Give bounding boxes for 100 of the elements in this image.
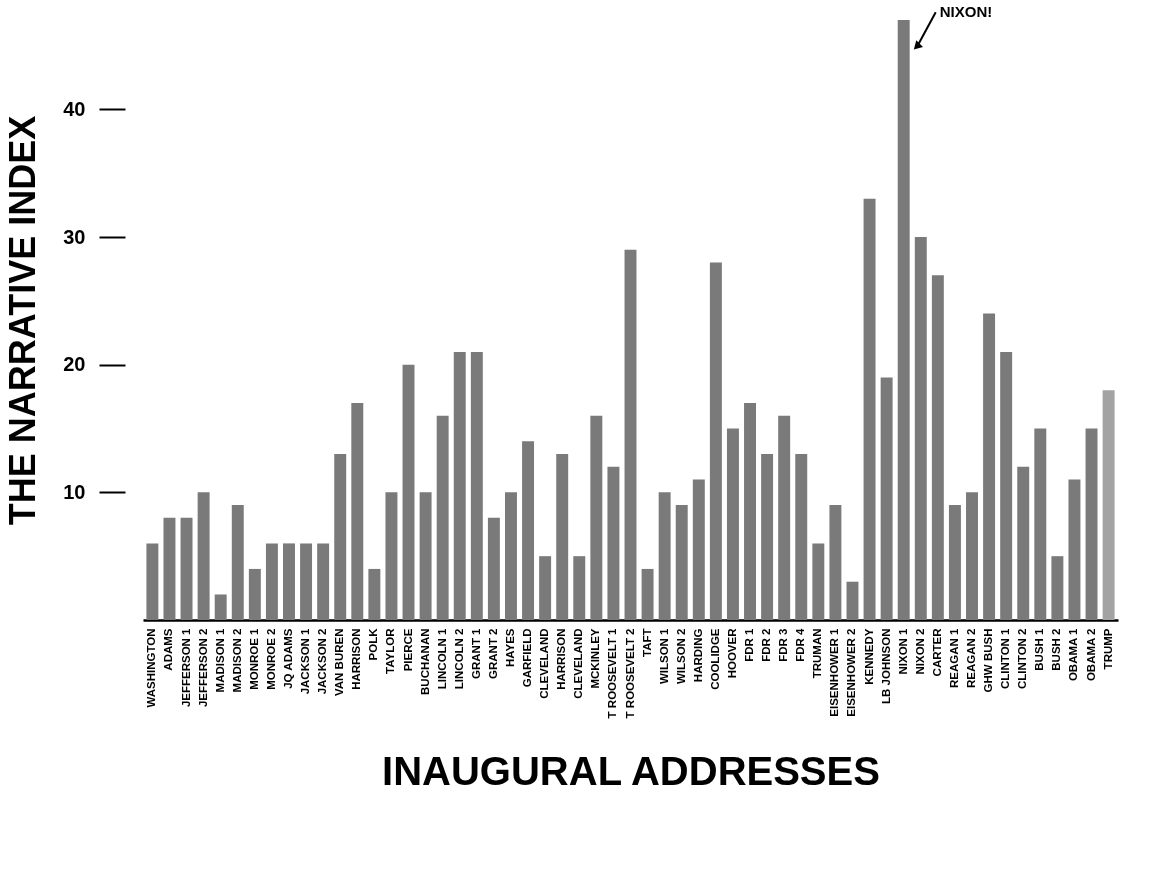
- x-tick-label: MCKINLEY: [589, 628, 602, 689]
- y-tick-label: 40: [63, 97, 86, 120]
- bar: [914, 237, 927, 620]
- x-tick-label: GRANT 1: [469, 627, 482, 679]
- y-tick-label: 30: [63, 225, 86, 248]
- x-tick-label: FDR 2: [760, 628, 773, 662]
- x-tick-label: HAYES: [503, 628, 516, 668]
- x-tick-label: CLINTON 2: [1016, 628, 1029, 689]
- bar: [778, 415, 791, 620]
- x-tick-label: BUSH 1: [1033, 627, 1046, 671]
- bar: [436, 415, 449, 620]
- bar: [197, 492, 210, 620]
- bar: [590, 415, 603, 620]
- x-tick-label: POLK: [367, 627, 380, 661]
- bar: [300, 543, 313, 620]
- x-tick-label: GRANT 2: [486, 628, 499, 679]
- bar: [1068, 479, 1081, 620]
- bar: [624, 249, 637, 620]
- x-tick-label: JQ ADAMS: [281, 628, 294, 689]
- bar: [317, 543, 330, 620]
- x-tick-label: CLINTON 1: [999, 627, 1012, 689]
- bar: [368, 568, 381, 620]
- x-tick-label: NIXON 1: [896, 627, 909, 675]
- x-tick-label: HARDING: [691, 628, 704, 683]
- x-tick-label: JACKSON 1: [299, 627, 312, 695]
- x-tick-label: MONROE 1: [247, 627, 260, 690]
- x-tick-label: MADISON 2: [230, 628, 243, 693]
- x-tick-label: JEFFERSON 2: [196, 628, 209, 708]
- bar: [419, 492, 432, 620]
- x-tick-label: COOLIDGE: [708, 628, 721, 690]
- bar: [385, 492, 398, 620]
- x-tick-label: REAGAN 1: [947, 627, 960, 688]
- bar: [146, 543, 159, 620]
- x-tick-label: GARFIELD: [521, 628, 534, 688]
- x-tick-label: GHW BUSH: [982, 628, 995, 693]
- bar: [744, 402, 756, 620]
- bar: [795, 454, 808, 620]
- bar: [709, 262, 722, 620]
- x-tick-label: WILSON 2: [674, 628, 687, 685]
- x-tick-label: TAYLOR: [384, 627, 397, 674]
- x-tick-label: JEFFERSON 1: [179, 627, 192, 708]
- bar: [948, 505, 961, 620]
- x-tick-label: TAFT: [640, 628, 653, 658]
- x-tick-label: ADAMS: [162, 628, 175, 671]
- bar: [812, 543, 825, 620]
- x-tick-label: LB JOHNSON: [879, 628, 892, 704]
- bar: [846, 581, 859, 620]
- bar: [505, 492, 517, 620]
- x-tick-label: VAN BUREN: [333, 628, 346, 697]
- bar: [726, 428, 739, 620]
- annotation: NIXON!: [939, 3, 993, 21]
- x-tick-label: EISENHOWER 1: [828, 627, 841, 717]
- bar: [487, 517, 500, 620]
- x-tick-label: HARRISON: [350, 628, 363, 690]
- x-tick-label: OBAMA 2: [1084, 628, 1097, 682]
- x-tick-label: TRUMP: [1101, 628, 1114, 670]
- x-tick-label: LINCOLN 2: [452, 628, 465, 690]
- x-tick-label: TRUMAN: [811, 628, 824, 679]
- bar: [1051, 556, 1064, 620]
- bar: [265, 543, 278, 620]
- x-tick-label: WASHINGTON: [145, 628, 158, 708]
- bar: [761, 454, 774, 620]
- bar: [692, 479, 705, 620]
- bar: [658, 492, 671, 620]
- bar: [453, 351, 466, 620]
- bar: [1102, 390, 1115, 620]
- x-tick-label: JACKSON 2: [316, 628, 329, 695]
- bar: [675, 505, 688, 620]
- bar: [966, 492, 978, 620]
- bar: [1085, 428, 1098, 620]
- bar: [214, 594, 227, 620]
- x-tick-label: NIXON 2: [913, 628, 926, 675]
- bar: [351, 402, 364, 620]
- bar: [163, 517, 176, 620]
- x-axis-title: INAUGURAL ADDRESSES: [382, 749, 880, 794]
- bar: [880, 377, 893, 620]
- bar: [1017, 466, 1030, 620]
- x-tick-label: WILSON 1: [657, 627, 670, 685]
- x-tick-label: FDR 1: [743, 627, 756, 662]
- y-tick-label: 20: [63, 353, 86, 376]
- bar: [470, 351, 483, 620]
- x-tick-label: LINCOLN 1: [435, 627, 448, 690]
- x-tick-label: CLEVELAND: [572, 628, 585, 699]
- x-tick-label: CARTER: [930, 627, 943, 677]
- bar: [334, 454, 347, 620]
- x-tick-label: OBAMA 1: [1067, 627, 1080, 682]
- bar: [1000, 351, 1013, 620]
- x-tick-label: T ROOSEVELT 1: [606, 627, 619, 719]
- bar: [248, 568, 261, 620]
- bar: [283, 543, 295, 620]
- y-tick-label: 10: [63, 480, 86, 503]
- x-tick-label: FDR 4: [794, 627, 807, 662]
- x-tick-label: PIERCE: [401, 628, 414, 672]
- bar: [829, 505, 842, 620]
- bar: [522, 441, 535, 620]
- x-tick-label: HARRISON: [555, 628, 568, 690]
- x-tick-label: REAGAN 2: [965, 628, 978, 688]
- x-tick-label: BUCHANAN: [418, 628, 431, 695]
- y-axis-title: THE NARRATIVE INDEX: [2, 115, 44, 526]
- bar: [539, 556, 552, 620]
